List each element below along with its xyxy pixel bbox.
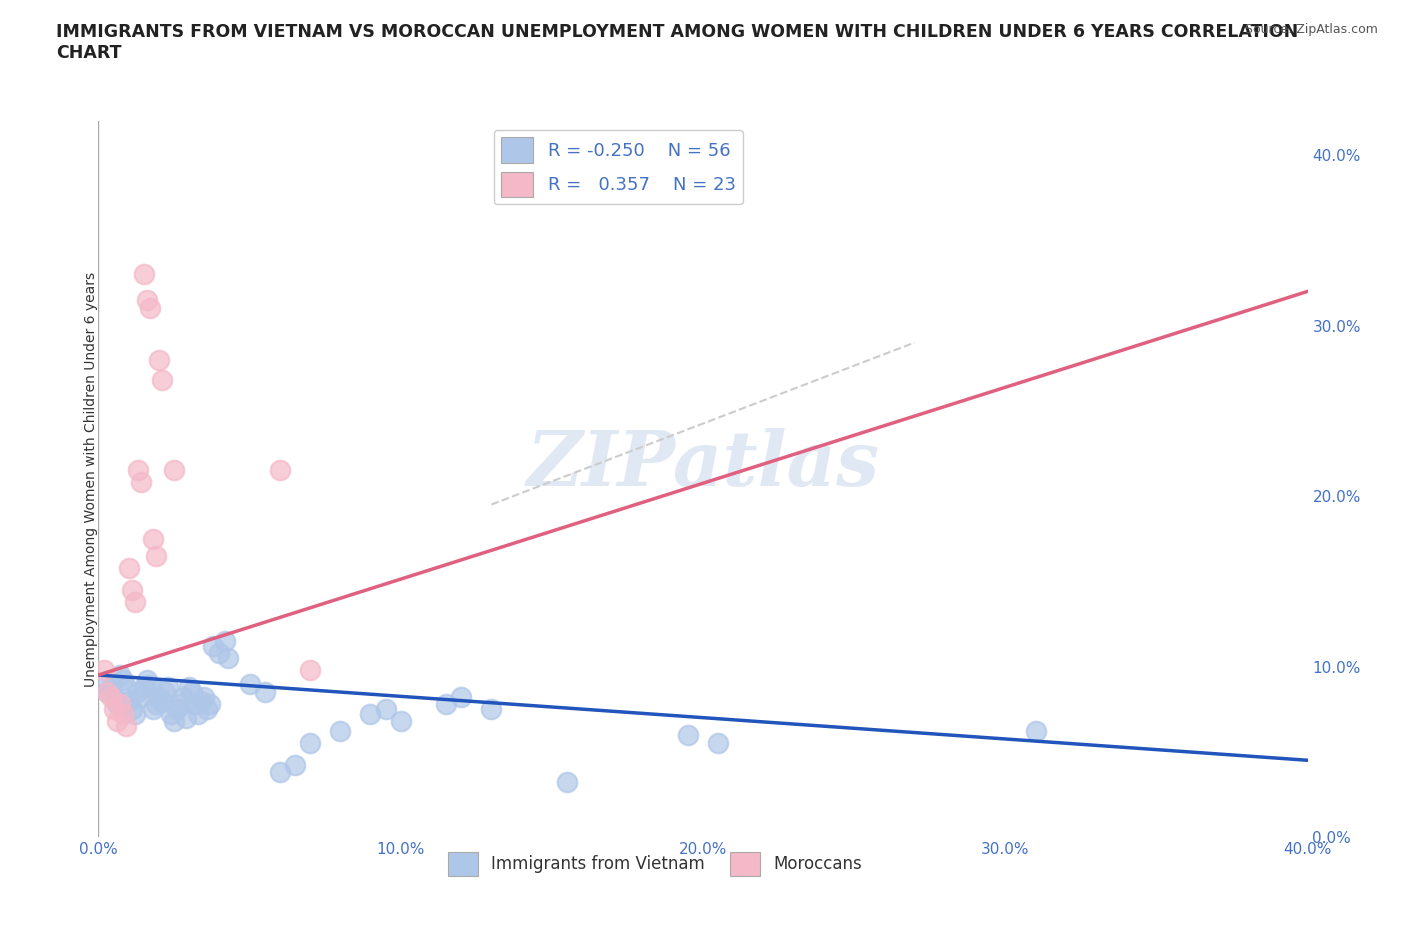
Point bbox=[239, 676, 262, 691]
Point bbox=[214, 633, 236, 648]
Point bbox=[284, 758, 307, 773]
Point bbox=[103, 690, 125, 705]
Point bbox=[127, 463, 149, 478]
Point bbox=[269, 463, 291, 478]
Point bbox=[127, 684, 149, 699]
Point bbox=[160, 707, 183, 722]
Point bbox=[93, 662, 115, 677]
Point bbox=[153, 684, 176, 699]
Point bbox=[163, 463, 186, 478]
Point bbox=[707, 736, 730, 751]
Point bbox=[389, 713, 412, 728]
Point bbox=[676, 727, 699, 742]
Point bbox=[129, 475, 152, 490]
Y-axis label: Unemployment Among Women with Children Under 6 years: Unemployment Among Women with Children U… bbox=[84, 272, 98, 686]
Point bbox=[169, 697, 191, 711]
Point bbox=[253, 684, 276, 699]
Point bbox=[111, 707, 134, 722]
Point bbox=[200, 697, 222, 711]
Point bbox=[166, 702, 188, 717]
Point bbox=[105, 713, 128, 728]
Point bbox=[96, 684, 118, 699]
Point bbox=[156, 680, 179, 695]
Point bbox=[208, 645, 231, 660]
Point bbox=[114, 719, 136, 734]
Point bbox=[135, 672, 157, 687]
Text: ZIPatlas: ZIPatlas bbox=[526, 428, 880, 501]
Point bbox=[96, 684, 118, 699]
Point bbox=[481, 702, 503, 717]
Point bbox=[121, 702, 143, 717]
Point bbox=[434, 697, 457, 711]
Point bbox=[360, 707, 382, 722]
Point bbox=[163, 713, 186, 728]
Point bbox=[172, 690, 194, 705]
Point bbox=[100, 680, 122, 695]
Text: IMMIGRANTS FROM VIETNAM VS MOROCCAN UNEMPLOYMENT AMONG WOMEN WITH CHILDREN UNDER: IMMIGRANTS FROM VIETNAM VS MOROCCAN UNEM… bbox=[56, 23, 1299, 62]
Point bbox=[105, 697, 128, 711]
Point bbox=[374, 702, 396, 717]
Point bbox=[145, 549, 167, 564]
Point bbox=[193, 690, 215, 705]
Point bbox=[135, 293, 157, 308]
Point bbox=[150, 695, 173, 710]
Point bbox=[124, 594, 146, 609]
Point bbox=[129, 690, 152, 705]
Point bbox=[187, 707, 209, 722]
Point bbox=[150, 373, 173, 388]
Point bbox=[108, 668, 131, 683]
Point bbox=[93, 676, 115, 691]
Point bbox=[269, 764, 291, 779]
Point bbox=[142, 702, 165, 717]
Point bbox=[190, 693, 212, 708]
Point bbox=[108, 697, 131, 711]
Point bbox=[1024, 724, 1046, 738]
Point bbox=[121, 582, 143, 597]
Text: Source: ZipAtlas.com: Source: ZipAtlas.com bbox=[1244, 23, 1378, 36]
Point bbox=[132, 680, 155, 695]
Point bbox=[329, 724, 352, 738]
Point bbox=[111, 672, 134, 687]
Point bbox=[299, 736, 322, 751]
Point bbox=[139, 301, 162, 316]
Point bbox=[100, 690, 122, 705]
Point bbox=[174, 711, 197, 725]
Point bbox=[148, 690, 170, 705]
Point bbox=[118, 693, 141, 708]
Legend: Immigrants from Vietnam, Moroccans: Immigrants from Vietnam, Moroccans bbox=[441, 845, 869, 883]
Point bbox=[132, 267, 155, 282]
Point bbox=[181, 684, 204, 699]
Point bbox=[217, 651, 239, 666]
Point bbox=[148, 352, 170, 367]
Point bbox=[202, 639, 225, 654]
Point bbox=[124, 707, 146, 722]
Point bbox=[103, 702, 125, 717]
Point bbox=[142, 531, 165, 546]
Point bbox=[299, 662, 322, 677]
Point bbox=[179, 680, 201, 695]
Point bbox=[114, 680, 136, 695]
Point bbox=[555, 775, 578, 790]
Point bbox=[450, 690, 472, 705]
Point bbox=[184, 697, 207, 711]
Point bbox=[145, 697, 167, 711]
Point bbox=[139, 678, 162, 693]
Point bbox=[195, 702, 218, 717]
Point bbox=[118, 560, 141, 575]
